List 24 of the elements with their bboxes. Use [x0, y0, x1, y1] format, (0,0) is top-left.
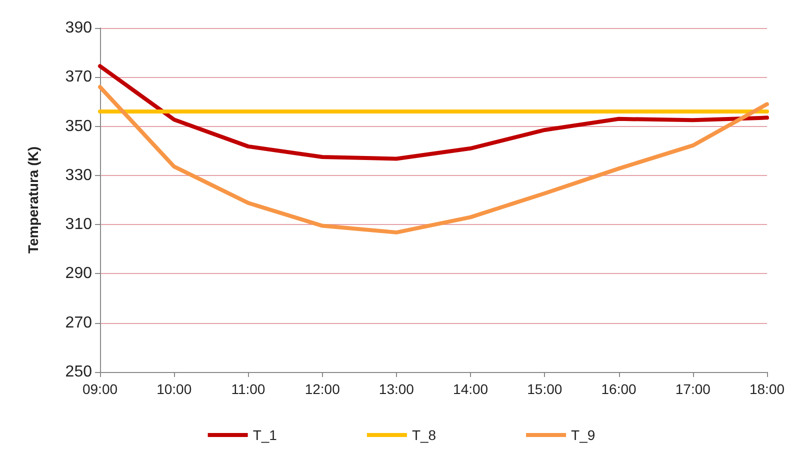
line-series: [98, 84, 769, 234]
y-axis-title: Temperatura (K): [25, 146, 41, 254]
y-tick-label: 390: [65, 20, 92, 36]
x-tick-label: 10:00: [156, 381, 192, 397]
x-tick-label: 14:00: [453, 381, 488, 397]
x-tick-label: 09:00: [82, 381, 118, 397]
y-tick-label: 350: [65, 118, 92, 135]
legend-label: T_8: [412, 427, 436, 443]
y-tick-label: 290: [65, 265, 92, 282]
legend-label: T_1: [252, 427, 278, 443]
line-series: [98, 64, 769, 161]
legend-label: T_9: [571, 427, 596, 443]
y-tick-label: 330: [65, 166, 92, 184]
x-tick-label: 17:00: [675, 381, 711, 397]
x-tick-label: 16:00: [601, 381, 636, 397]
y-tick-label: 310: [65, 216, 92, 234]
x-tick-label: 18:00: [749, 381, 785, 397]
y-tick-label: 370: [65, 68, 92, 86]
x-tick-label: 15:00: [527, 381, 562, 397]
x-tick-label: 12:00: [304, 381, 340, 397]
y-tick-label: 250: [65, 364, 92, 380]
y-tick-label: 270: [65, 314, 92, 332]
x-tick-label: 13:00: [378, 381, 414, 397]
x-tick-label: 11:00: [231, 381, 266, 397]
